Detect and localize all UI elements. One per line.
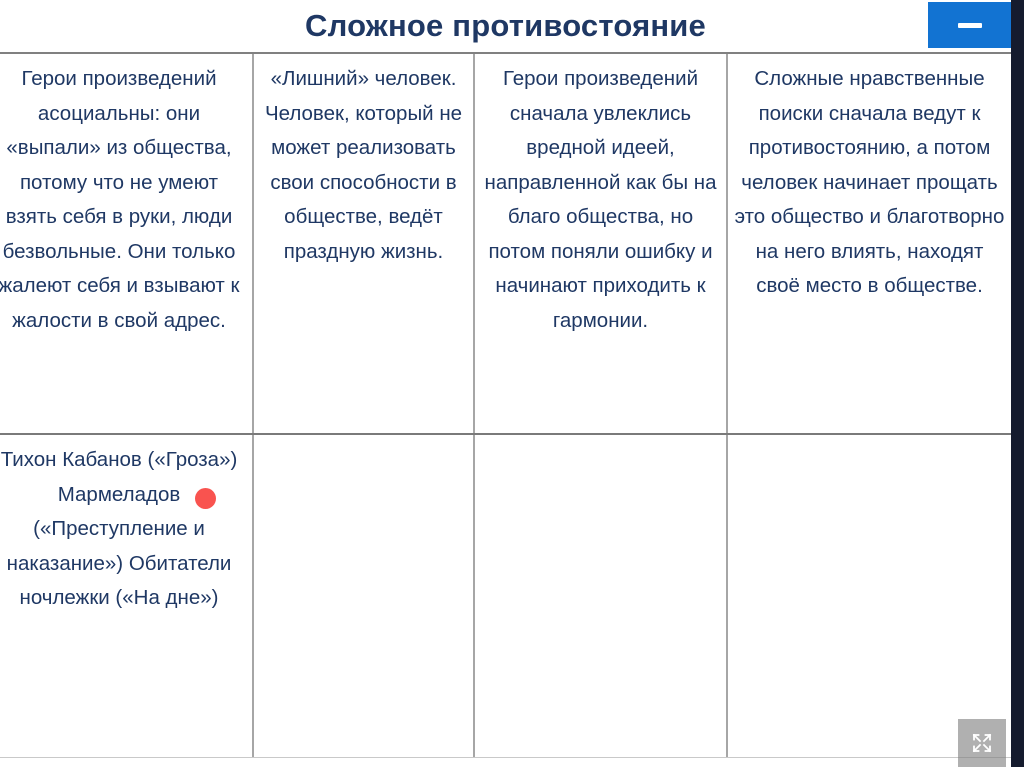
red-dot-marker-icon [195,488,216,510]
fullscreen-button[interactable] [958,719,1006,767]
table-cell-r2c1: Тихон Кабанов («Гроза») Мармеладов («Пре… [0,435,254,757]
table-cell-r1c3: Герои произведений сначала увлеклись вре… [475,54,728,434]
minimize-button[interactable] [928,2,1011,48]
content-table: Герои произведений асоциальны: они «выпа… [0,52,1011,758]
table-cell-r1c4: Сложные нравственные поиски сначала веду… [728,54,1011,433]
cell-content: Тихон Кабанов («Гроза») Мармеладов («Пре… [0,443,246,616]
slide-title-bar: Сложное противостояние [0,0,1011,52]
minus-icon [957,22,982,28]
fullscreen-expand-icon [972,733,992,753]
cell-text: Сложные нравственные поиски сначала веду… [734,67,1005,297]
right-edge-strip [1011,0,1024,767]
cell-text: «Лишний» человек. Человек, который не мо… [264,67,463,263]
cell-text: Тихон Кабанов («Гроза») Мармеладов («Пре… [0,448,238,610]
cell-text: Герои произведений сначала увлеклись вре… [484,67,717,332]
table-cell-r2c4 [728,435,1011,757]
table-cell-r1c1: Герои произведений асоциальны: они «выпа… [0,54,254,434]
table-row: Герои произведений асоциальны: они «выпа… [0,54,1011,434]
table-cell-r1c2: «Лишний» человек. Человек, который не мо… [254,54,475,434]
page-title: Сложное противостояние [305,7,706,43]
table-cell-r2c3 [475,435,728,757]
table-cell-r2c2 [254,435,475,757]
table-row: Тихон Кабанов («Гроза») Мармеладов («Пре… [0,433,1011,757]
cell-text: Герои произведений асоциальны: они «выпа… [0,67,240,332]
